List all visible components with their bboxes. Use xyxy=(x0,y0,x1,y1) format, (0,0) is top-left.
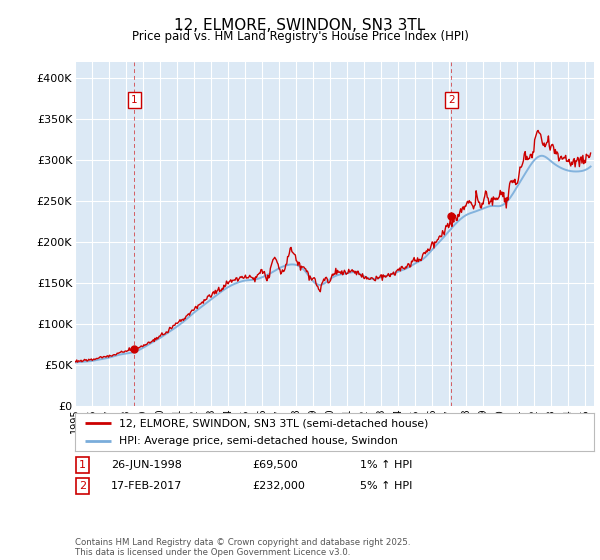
Text: Contains HM Land Registry data © Crown copyright and database right 2025.
This d: Contains HM Land Registry data © Crown c… xyxy=(75,538,410,557)
Text: 12, ELMORE, SWINDON, SN3 3TL (semi-detached house): 12, ELMORE, SWINDON, SN3 3TL (semi-detac… xyxy=(119,418,428,428)
Text: 1: 1 xyxy=(79,460,86,470)
Text: HPI: Average price, semi-detached house, Swindon: HPI: Average price, semi-detached house,… xyxy=(119,436,398,446)
Text: 26-JUN-1998: 26-JUN-1998 xyxy=(111,460,182,470)
Text: 1: 1 xyxy=(131,95,137,105)
Text: 5% ↑ HPI: 5% ↑ HPI xyxy=(360,481,412,491)
Text: Price paid vs. HM Land Registry's House Price Index (HPI): Price paid vs. HM Land Registry's House … xyxy=(131,30,469,43)
Text: £69,500: £69,500 xyxy=(252,460,298,470)
Text: 17-FEB-2017: 17-FEB-2017 xyxy=(111,481,182,491)
Text: 1% ↑ HPI: 1% ↑ HPI xyxy=(360,460,412,470)
Text: 2: 2 xyxy=(448,95,455,105)
Text: 2: 2 xyxy=(79,481,86,491)
Text: 12, ELMORE, SWINDON, SN3 3TL: 12, ELMORE, SWINDON, SN3 3TL xyxy=(175,18,425,32)
Text: £232,000: £232,000 xyxy=(252,481,305,491)
